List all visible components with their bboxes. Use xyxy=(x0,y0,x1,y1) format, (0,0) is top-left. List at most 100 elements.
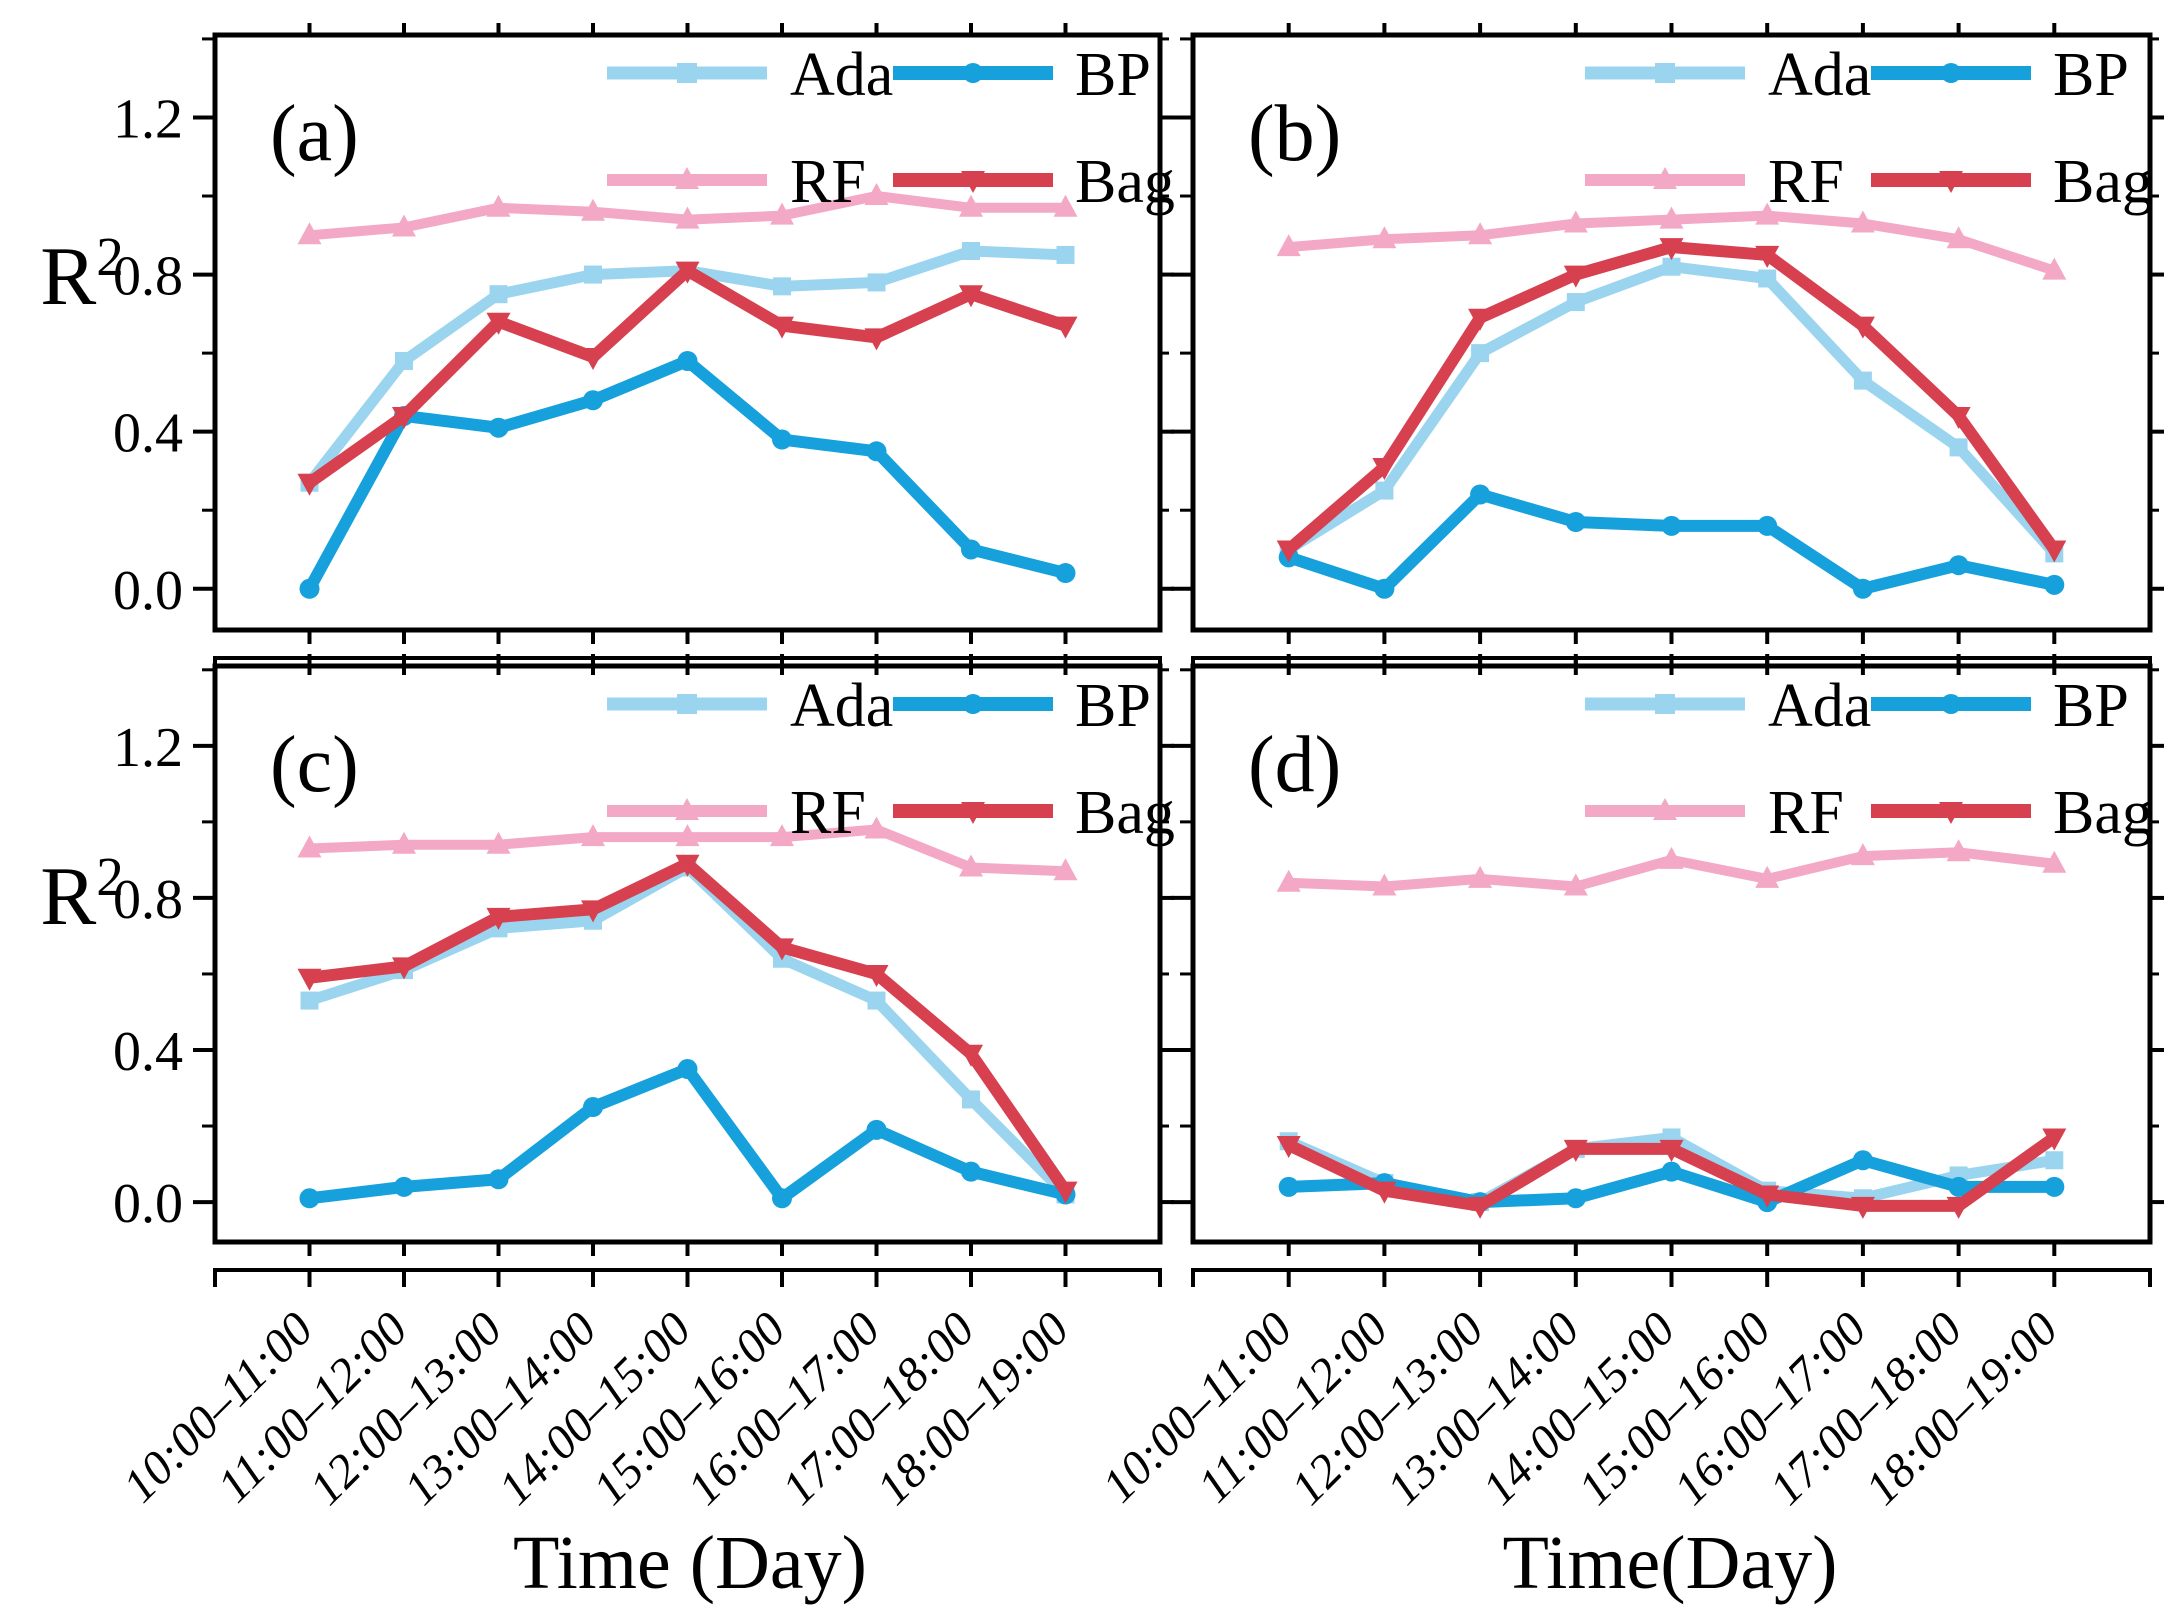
panel-d-series-Bag-marker xyxy=(1659,1139,1684,1162)
panel-a-series-BP-marker xyxy=(866,441,887,462)
panel-c-series-Bag-marker xyxy=(1053,1181,1078,1204)
panel-d-series-Ada-marker xyxy=(2045,1151,2064,1170)
panel-b-series-RF-marker xyxy=(1659,206,1684,229)
panel-a-ytick-label: 1.2 xyxy=(113,88,183,150)
panel-c-series-BP-marker xyxy=(677,1059,698,1080)
panel-b-series-Bag-marker xyxy=(1850,316,1875,339)
panel-c-series-BP-marker xyxy=(583,1097,603,1118)
y-axis-label-bottom: R2 xyxy=(40,846,124,943)
panel-a-letter: (a) xyxy=(270,90,359,178)
panel-a-series-Ada-marker xyxy=(773,277,791,296)
panel-d-series-RF-marker xyxy=(2042,850,2067,873)
legend-c-Bag-label: Bag xyxy=(1075,779,1175,847)
y-axis-label-top: R2 xyxy=(40,226,124,323)
panel-a-series-BP-marker xyxy=(488,417,509,438)
legend-a-Ada-marker xyxy=(677,63,697,83)
panel-b-series-BP-marker xyxy=(1374,578,1395,599)
panel-b-series-Bag-line xyxy=(1282,241,2061,556)
legend-c-RF-label: RF xyxy=(790,779,866,847)
legend-a-BP-marker xyxy=(963,63,983,83)
legend-c-Ada-label: Ada xyxy=(790,672,893,740)
panel-a-ytick-label: 0.8 xyxy=(113,246,183,308)
panel-a-series-Bag-marker xyxy=(486,312,511,335)
panel-b-series-Ada-marker xyxy=(1375,481,1394,500)
panel-b-series-RF-marker xyxy=(2042,257,2067,280)
panel-a-series-Bag-marker xyxy=(1053,316,1078,339)
panel-d-series-RF-marker xyxy=(1563,873,1588,896)
panel-a-series-Bag-marker xyxy=(581,348,605,371)
panel-b-series-Bag-marker xyxy=(1755,245,1780,268)
panel-c-series-BP-marker xyxy=(299,1188,320,1209)
panel-c-series-Bag-marker xyxy=(486,907,511,930)
panel-a-series-Bag-marker xyxy=(770,316,794,339)
legend-c-BP-marker xyxy=(963,694,983,714)
panel-d-series-Bag-marker xyxy=(1563,1139,1588,1162)
panel-b-series-BP-marker xyxy=(2044,574,2065,595)
panel-b-series-Ada-marker xyxy=(1662,257,1681,276)
panel-a-series-Bag-marker xyxy=(959,285,983,308)
panel-b-series-RF-marker xyxy=(1850,210,1875,233)
panel-a-series-BP-marker xyxy=(772,429,792,450)
x-axis-title-right: Time(Day) xyxy=(1502,1521,1838,1605)
legend-d-Bag-marker xyxy=(1939,802,1963,824)
panel-b-series-Bag-marker xyxy=(1372,458,1397,481)
panel-c-series-RF-marker xyxy=(770,824,794,847)
panel-a-series-Ada-marker xyxy=(584,265,602,284)
panel-d-series-RF-marker xyxy=(1659,846,1684,869)
panel-d-series-RF-marker xyxy=(1276,869,1301,892)
panel-b-series-BP-marker xyxy=(1470,484,1491,505)
panel-c-series-RF-marker xyxy=(864,816,889,839)
panel-a-series-Ada-marker xyxy=(867,273,886,292)
panel-d-series-BP-marker xyxy=(1852,1150,1873,1171)
panel-c-series-BP-marker xyxy=(394,1176,414,1197)
panel-d-series-BP-marker xyxy=(1278,1176,1299,1197)
legend-d-Bag-label: Bag xyxy=(2053,779,2153,847)
panel-a-series-RF-marker xyxy=(297,222,322,245)
legend-a-Bag-label: Bag xyxy=(1075,148,1175,216)
panel-a-series-RF-marker xyxy=(1053,194,1078,217)
panel-a-series-BP-marker xyxy=(583,390,603,411)
legend-a-RF-label: RF xyxy=(790,148,866,216)
panel-b-series-Bag-marker xyxy=(1468,308,1493,331)
legend-b-BP-label: BP xyxy=(2053,41,2129,109)
panel-b-series-RF-marker xyxy=(1276,234,1301,257)
panel-c-series-Bag-line xyxy=(303,857,1072,1197)
panel-b-series-Ada-marker xyxy=(1566,293,1585,312)
panel-b-series-Ada-marker xyxy=(1949,438,1968,457)
panel-c-series-Bag-marker xyxy=(864,964,889,987)
panel-c-ytick-label: 1.2 xyxy=(113,717,183,779)
panel-b-series-Ada-marker xyxy=(1471,344,1490,363)
legend-b-RF-label: RF xyxy=(1768,148,1844,216)
legend-d-BP-label: BP xyxy=(2053,672,2129,740)
panel-b-series-Ada-marker xyxy=(1758,269,1777,288)
legend-d-RF-marker xyxy=(1653,798,1677,820)
panel-b-series-Bag-marker xyxy=(1563,265,1588,288)
panel-d-series-RF-marker xyxy=(1755,865,1780,888)
panel-b-series-BP-marker xyxy=(1661,515,1682,536)
panel-c-series-RF-marker xyxy=(1053,858,1078,881)
legend-b-BP-marker xyxy=(1941,63,1961,83)
panel-c-series-BP-marker xyxy=(866,1119,887,1140)
panel-b-series-RF-marker xyxy=(1468,222,1493,245)
panel-b-series-BP-marker xyxy=(1948,555,1969,576)
panel-c-series-RF-marker xyxy=(959,854,983,877)
panel-d-series-Bag-marker xyxy=(1276,1136,1301,1159)
panel-b-series-RF-marker xyxy=(1372,226,1397,249)
panel-b-series-Ada-marker xyxy=(1853,371,1872,390)
panel-c-ytick-label: 0.8 xyxy=(113,869,183,931)
panel-d-series-RF-marker xyxy=(1372,873,1397,896)
panel-c-series-BP-marker xyxy=(488,1169,509,1190)
panel-b-letter: (b) xyxy=(1248,90,1341,178)
panel-c-series-BP-marker xyxy=(961,1161,981,1182)
panel-b-series-BP-marker xyxy=(1565,511,1586,532)
panel-a-series-Ada-marker xyxy=(1056,245,1075,264)
panel-a-series-RF-marker xyxy=(959,194,983,217)
panel-b-series-Ada-line xyxy=(1283,261,2060,559)
panel-c-series-RF-marker xyxy=(392,831,416,854)
panel-c-series-Bag-marker xyxy=(581,900,605,923)
panel-c-letter: (c) xyxy=(270,721,359,809)
panel-b-series-RF-marker xyxy=(1946,226,1971,249)
panel-a-series-RF-marker xyxy=(392,214,416,237)
panel-a-series-Ada-marker xyxy=(962,242,980,261)
panel-a-series-BP-marker xyxy=(677,350,698,371)
